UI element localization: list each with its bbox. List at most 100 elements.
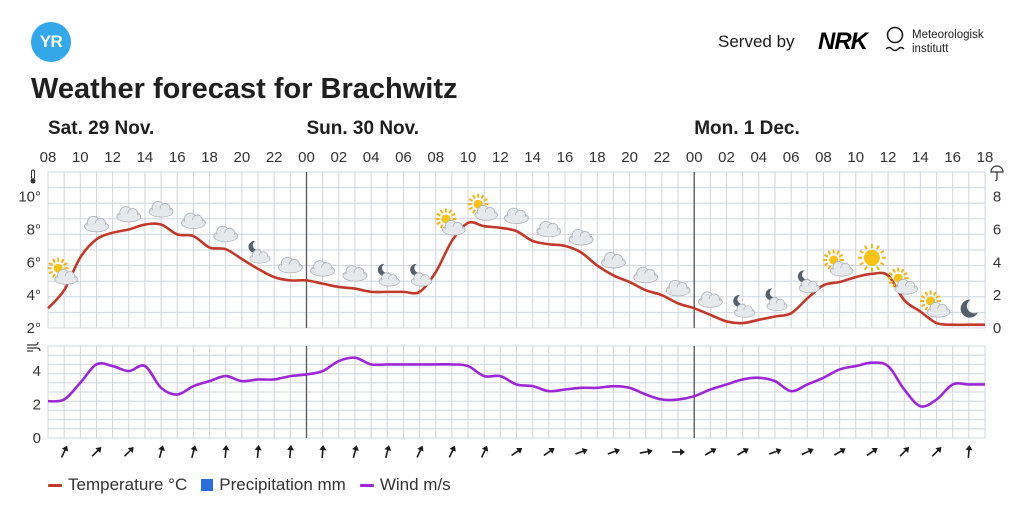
cloud-fill bbox=[505, 215, 528, 224]
arrow-head bbox=[680, 448, 686, 456]
legend-temperature[interactable]: Temperature °C bbox=[48, 475, 187, 495]
x-tick-label: 10 bbox=[460, 149, 477, 166]
cloud-shape bbox=[378, 272, 400, 287]
cloud-fill bbox=[85, 223, 108, 232]
legend-temperature-label: Temperature °C bbox=[68, 475, 188, 494]
x-tick-label: 18 bbox=[977, 149, 994, 166]
weather-symbol-clear-night bbox=[960, 299, 978, 318]
sun-ray bbox=[824, 262, 829, 267]
sun-ray bbox=[920, 294, 926, 299]
sun-ray bbox=[63, 262, 68, 266]
weather-symbol-cloudy bbox=[633, 266, 659, 284]
arrow-head bbox=[548, 447, 555, 454]
wind-arrow-icon bbox=[448, 445, 456, 458]
cloud-fill bbox=[735, 310, 755, 317]
umbrella-icon bbox=[990, 165, 1004, 181]
cloud-shape bbox=[277, 256, 303, 274]
weather-symbol-partly-cloudy-day bbox=[467, 193, 498, 221]
arrow-head bbox=[903, 447, 910, 454]
x-tick-label: 12 bbox=[104, 149, 121, 166]
cloud-fill bbox=[928, 309, 949, 317]
sun-ray bbox=[880, 261, 885, 266]
sun-ray bbox=[439, 209, 444, 214]
x-tick-label: 16 bbox=[557, 149, 574, 166]
sun-ray bbox=[483, 198, 488, 202]
wind-arrow-icon bbox=[801, 447, 814, 456]
cloud-fill bbox=[570, 236, 593, 245]
x-tick-label: 08 bbox=[815, 149, 832, 166]
legend-precipitation[interactable]: Precipitation mm bbox=[201, 475, 346, 495]
arrow-head bbox=[222, 445, 230, 451]
x-tick-label: 06 bbox=[395, 149, 412, 166]
arrow-head bbox=[384, 445, 392, 451]
thermometer-stem bbox=[31, 169, 35, 180]
sun-ray bbox=[920, 303, 926, 308]
arrow-head bbox=[871, 447, 878, 454]
moon-shape bbox=[248, 240, 261, 253]
met-line1: Meteorologisk bbox=[912, 29, 984, 41]
x-tick-label: 08 bbox=[40, 149, 57, 166]
sun-ray bbox=[892, 268, 896, 273]
sun-ray bbox=[888, 280, 894, 285]
arrow-head bbox=[742, 447, 749, 455]
x-tick-label: 22 bbox=[266, 149, 283, 166]
umbrella-handle bbox=[994, 172, 998, 181]
cloud-shape bbox=[504, 207, 529, 225]
cloud-shape bbox=[734, 303, 756, 318]
x-tick-label: 12 bbox=[492, 149, 509, 166]
sun-ray bbox=[864, 245, 868, 250]
cloud-shape bbox=[116, 206, 142, 223]
moon-shape bbox=[765, 288, 777, 301]
weather-symbol-partly-cloudy-night bbox=[765, 288, 788, 312]
cloud-shape bbox=[665, 279, 691, 297]
arrow-head bbox=[95, 447, 102, 454]
chart-legend: Temperature °C Precipitation mm Wind m/s bbox=[48, 475, 451, 495]
met-institute-logo[interactable]: Meteorologisk institutt bbox=[912, 28, 984, 56]
temperature-tick-label: 8° bbox=[27, 221, 41, 238]
sun-shape bbox=[857, 243, 886, 272]
cloud-fill bbox=[55, 276, 77, 284]
nrk-logo[interactable]: NRK bbox=[818, 28, 868, 55]
moon-crescent bbox=[797, 270, 810, 283]
weather-symbol-partly-cloudy-night bbox=[410, 263, 433, 287]
cloud-fill bbox=[150, 208, 173, 217]
sun-ray bbox=[888, 271, 894, 276]
wind-arrow-icon bbox=[511, 447, 523, 457]
cloud-shape bbox=[474, 205, 498, 221]
sun-ray bbox=[439, 224, 444, 229]
yr-logo[interactable]: YR bbox=[31, 22, 71, 62]
wind-arrow-icon bbox=[737, 447, 749, 456]
wind-arrow-icon bbox=[222, 445, 230, 459]
wind-arrow-icon bbox=[931, 447, 942, 457]
weather-symbol-partly-cloudy-night bbox=[248, 240, 271, 264]
cloud-shape bbox=[213, 225, 239, 243]
weather-symbol-cloudy bbox=[116, 206, 142, 223]
cloud-fill bbox=[250, 255, 270, 263]
temperature-tick-label: 10° bbox=[18, 189, 41, 206]
wind-arrow-icon bbox=[769, 448, 782, 455]
wind-tick-label: 0 bbox=[33, 430, 41, 447]
precipitation-swatch bbox=[201, 479, 214, 491]
legend-wind[interactable]: Wind m/s bbox=[359, 475, 451, 495]
x-tick-label: 16 bbox=[169, 149, 186, 166]
sun-ray bbox=[48, 262, 54, 266]
sun-ray bbox=[827, 265, 832, 270]
precipitation-tick-label: 8 bbox=[993, 189, 1001, 206]
wind-arrow-icon bbox=[607, 448, 621, 455]
cloud-fill bbox=[279, 264, 302, 273]
weather-symbol-partly-cloudy-day bbox=[920, 290, 951, 318]
temperature-tick-label: 4° bbox=[27, 287, 41, 304]
thermometer-bulb bbox=[30, 178, 36, 184]
x-tick-label: 14 bbox=[524, 149, 541, 166]
sun-ray bbox=[876, 245, 880, 250]
precipitation-tick-label: 2 bbox=[993, 287, 1001, 304]
cloud-fill bbox=[117, 213, 140, 222]
cloud-fill bbox=[767, 303, 787, 311]
moon-crescent bbox=[733, 295, 745, 308]
sun-ray bbox=[480, 194, 485, 200]
sun-ray bbox=[859, 261, 864, 266]
wind-arrow-icon bbox=[158, 445, 165, 459]
wind-tick-label: 4 bbox=[33, 363, 41, 380]
sun-ray bbox=[876, 265, 880, 271]
temperature-tick-label: 6° bbox=[27, 254, 41, 271]
